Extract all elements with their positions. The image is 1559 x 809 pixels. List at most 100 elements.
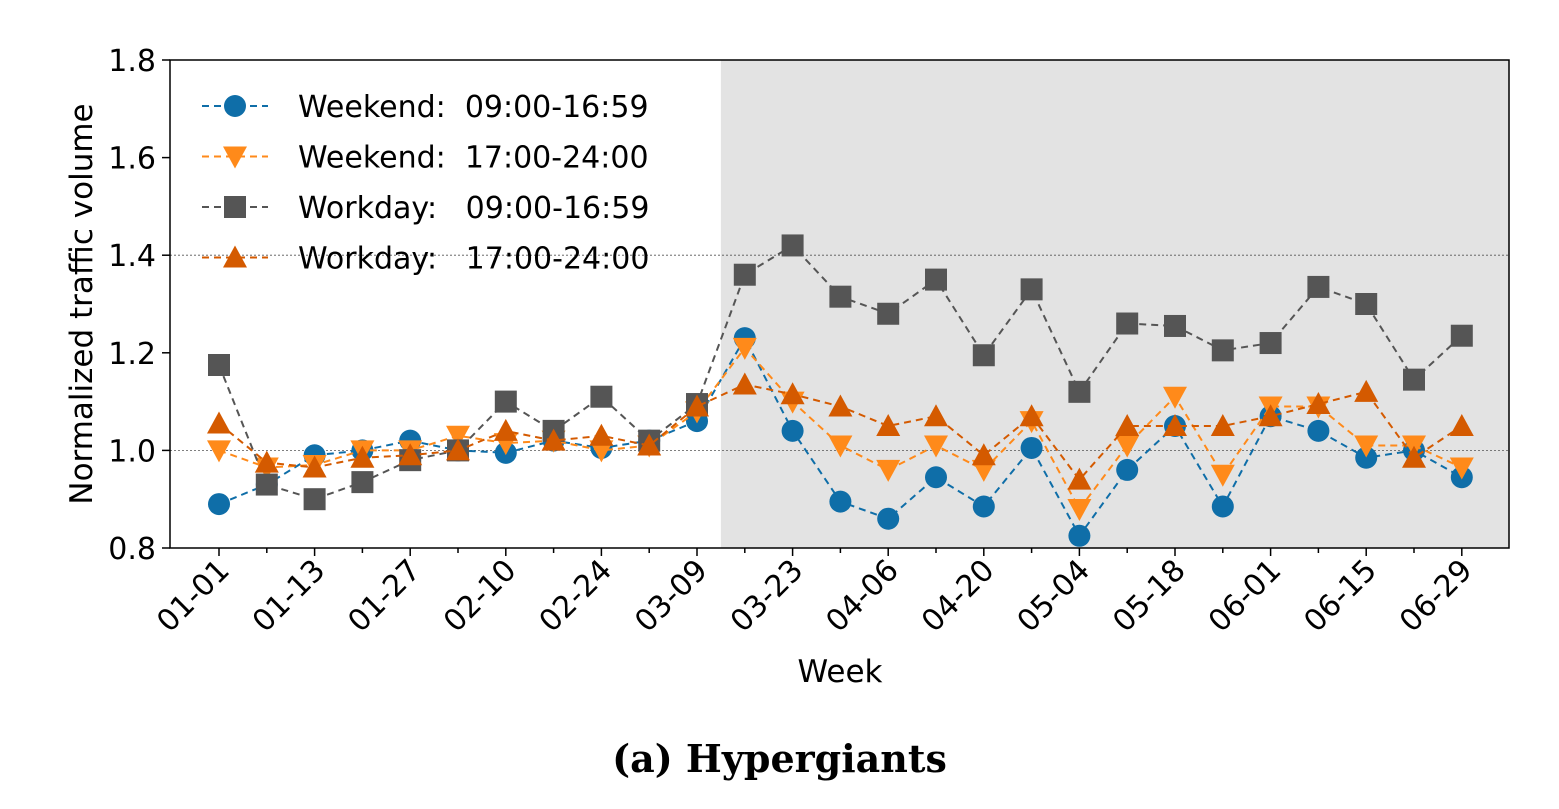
data-point [637, 433, 662, 456]
legend-label: Workday: 09:00-16:59 [298, 191, 649, 226]
data-point [1020, 436, 1043, 459]
data-point [1067, 467, 1092, 490]
y-tick-label: 1.6 [108, 142, 156, 177]
x-tick-label: 02-10 [437, 553, 523, 639]
y-axis: 0.8 1.0 1.2 1.4 1.6 1.8 [108, 44, 170, 567]
data-point [925, 466, 947, 489]
data-point [1306, 392, 1331, 415]
x-tick-label: 01-13 [246, 553, 332, 639]
legend: Weekend: 09:00-16:59 Weekend: 17:00-24:00… [202, 90, 649, 277]
y-tick-label: 0.8 [108, 532, 156, 567]
data-point [1068, 524, 1091, 547]
data-point [876, 459, 901, 482]
data-point [780, 382, 805, 405]
data-point [1068, 380, 1091, 403]
data-point [924, 404, 948, 427]
data-point [1258, 404, 1283, 427]
y-axis-title: Normalized traffic volume [64, 103, 100, 504]
data-point [1402, 445, 1426, 468]
data-point [876, 414, 901, 436]
data-point [1116, 312, 1139, 335]
plot-area [169, 59, 1510, 549]
legend-label: Workday: 17:00-24:00 [298, 242, 649, 277]
data-point [732, 337, 757, 360]
data-point [494, 390, 517, 413]
legend-item: Weekend: 17:00-24:00 [202, 141, 649, 176]
y-tick-label: 1.2 [108, 337, 156, 372]
data-point [733, 263, 756, 286]
series-4 [207, 372, 1474, 490]
data-point [207, 440, 231, 463]
data-point [1307, 419, 1330, 442]
data-point [1355, 446, 1378, 469]
data-point [1210, 464, 1235, 487]
x-tick-label: 04-20 [915, 553, 1001, 639]
data-point [1163, 386, 1187, 409]
data-point [1355, 293, 1378, 315]
data-point [1163, 414, 1187, 436]
data-point [924, 435, 948, 458]
data-point [877, 507, 900, 530]
legend-item: Workday: 09:00-16:59 [202, 191, 649, 226]
data-point [1020, 278, 1043, 301]
data-point [254, 450, 279, 473]
legend-label: Weekend: 09:00-16:59 [298, 90, 649, 125]
x-tick-label: 01-01 [150, 553, 236, 639]
data-point [925, 268, 947, 291]
shaded-period [720, 60, 1509, 548]
data-point [590, 385, 613, 408]
x-tick-label: 05-18 [1106, 553, 1192, 639]
x-tick-label: 03-09 [628, 553, 714, 639]
data-point [208, 354, 230, 376]
legend-marker [223, 146, 247, 169]
data-point [828, 435, 853, 458]
data-point [1403, 368, 1425, 391]
x-tick-label: 06-15 [1297, 553, 1383, 639]
data-point [1210, 414, 1235, 436]
data-point [877, 302, 900, 325]
x-tick-label: 03-23 [724, 553, 810, 639]
y-tick-label: 1.8 [108, 44, 156, 79]
legend-label: Weekend: 17:00-24:00 [298, 141, 649, 176]
data-point [1449, 414, 1474, 436]
data-point [208, 493, 230, 516]
data-point [1211, 339, 1234, 362]
legend-marker [224, 95, 246, 117]
data-point [971, 443, 996, 466]
data-point [1019, 404, 1044, 427]
legend-item: Weekend: 09:00-16:59 [202, 90, 649, 125]
data-point [1450, 324, 1473, 347]
data-point [255, 473, 278, 496]
data-point [541, 428, 566, 451]
data-point [1307, 275, 1330, 298]
data-point [1115, 435, 1140, 458]
data-point [828, 394, 853, 417]
data-point [351, 471, 374, 494]
legend-item: Workday: 17:00-24:00 [202, 242, 649, 277]
data-point [1164, 314, 1186, 337]
data-point [1354, 379, 1379, 402]
data-point [781, 234, 804, 257]
data-point [303, 488, 326, 511]
data-point [1116, 458, 1139, 481]
data-point [972, 495, 995, 518]
y-tick-label: 1.0 [108, 434, 156, 469]
x-tick-label: 02-24 [533, 553, 619, 639]
x-tick-label: 06-29 [1393, 553, 1479, 639]
x-tick-label: 01-27 [341, 553, 427, 639]
data-point [302, 455, 327, 478]
data-point [1115, 414, 1140, 436]
legend-marker [224, 196, 246, 218]
line-chart: 0.81.01.21.41.61.8 01-01 01-13 01-27 02-10 0… [64, 44, 1510, 690]
data-point [732, 372, 757, 395]
data-point [829, 490, 852, 513]
x-tick-label: 04-06 [819, 553, 905, 639]
figure-caption: (a) Hypergiants [612, 736, 947, 781]
data-point [972, 344, 995, 367]
x-axis-title: Week [798, 654, 883, 690]
data-point [589, 440, 614, 463]
data-point [1354, 435, 1379, 458]
data-point [446, 425, 470, 448]
y-tick-label: 1.4 [108, 239, 156, 274]
data-point [829, 285, 852, 308]
